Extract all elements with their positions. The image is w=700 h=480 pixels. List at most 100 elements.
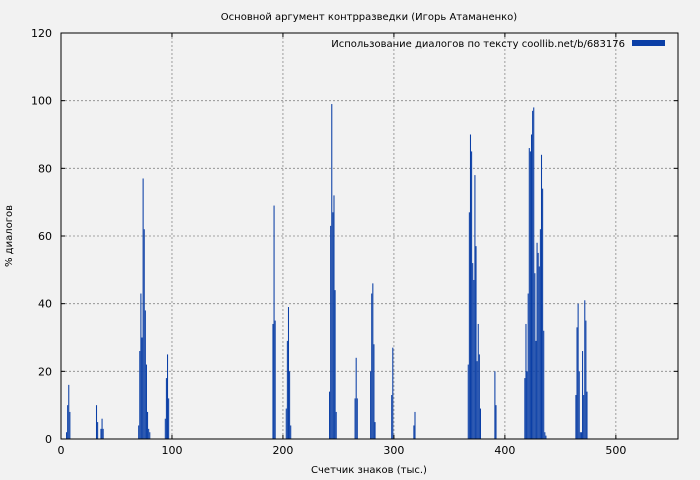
x-tick-label: 300: [383, 444, 404, 457]
bar: [495, 405, 497, 439]
bar: [285, 408, 287, 439]
bar: [585, 320, 587, 439]
bar: [526, 371, 528, 439]
bar: [145, 364, 147, 439]
bar: [525, 323, 527, 439]
bar: [532, 110, 534, 440]
bar-series: [66, 104, 588, 440]
bar: [542, 188, 544, 439]
bar: [66, 432, 68, 439]
x-tick-label: 100: [161, 444, 182, 457]
bar: [538, 266, 540, 439]
bar: [102, 428, 104, 439]
bar: [286, 340, 288, 439]
bar: [371, 293, 373, 439]
bar: [535, 340, 537, 439]
bar: [333, 195, 335, 439]
bar: [584, 300, 586, 439]
bar: [97, 422, 99, 439]
bar: [140, 293, 142, 439]
bar: [529, 151, 531, 439]
bar: [583, 395, 585, 439]
bar: [471, 151, 473, 439]
chart-title: Основной аргумент контрразведки (Игорь А…: [221, 12, 518, 23]
bar: [467, 364, 469, 439]
bar: [167, 354, 169, 439]
bar: [577, 303, 579, 439]
bar: [540, 154, 543, 440]
x-axis-label: Счетчик знаков (тыс.): [311, 465, 427, 476]
bar: [334, 290, 336, 439]
bar: [332, 212, 334, 439]
bar: [477, 323, 479, 439]
bar: [413, 425, 415, 439]
bar: [165, 378, 167, 439]
bar: [476, 361, 478, 439]
bar: [273, 205, 275, 439]
y-tick-label: 0: [45, 433, 52, 446]
legend-swatch: [632, 40, 665, 46]
bar: [69, 411, 71, 439]
bar: [149, 432, 151, 439]
bar: [330, 225, 332, 439]
y-tick-label: 60: [38, 230, 52, 243]
bar: [67, 405, 69, 439]
bar: [141, 337, 143, 439]
bar: [478, 354, 480, 439]
bar: [575, 395, 577, 439]
bar: [354, 398, 356, 439]
x-tick-label: 500: [605, 444, 626, 457]
bar: [539, 229, 541, 439]
y-tick-label: 40: [38, 298, 52, 311]
bar: [414, 411, 416, 439]
bar: [144, 310, 146, 439]
bar: [355, 357, 357, 439]
y-tick-label: 20: [38, 365, 52, 378]
y-tick-label: 100: [31, 95, 52, 108]
legend: Использование диалогов по тексту coollib…: [331, 39, 665, 50]
y-tick-label: 80: [38, 162, 52, 175]
bar: [479, 408, 481, 439]
bar: [582, 351, 584, 439]
axis-ticks: 0 100 200 300 400 500 0 20 40 60 80 100 120: [31, 27, 678, 457]
bar: [164, 418, 166, 439]
bar: [100, 428, 102, 439]
bar: [545, 435, 547, 439]
x-tick-label: 0: [58, 444, 65, 457]
bar: [143, 229, 145, 439]
bar: [335, 411, 337, 439]
bar: [576, 327, 578, 439]
bar: [533, 107, 535, 439]
bar: [95, 405, 98, 439]
y-axis-label: % диалогов: [4, 205, 15, 267]
bar: [142, 178, 144, 439]
legend-label: Использование диалогов по тексту coollib…: [331, 39, 625, 50]
bar: [469, 134, 472, 439]
bar: [274, 320, 276, 439]
bar: [524, 378, 526, 439]
bar: [101, 418, 103, 439]
y-tick-label: 120: [31, 27, 52, 40]
bar: [534, 273, 536, 439]
bar: [536, 242, 538, 439]
bar: [168, 398, 170, 439]
bar: [289, 371, 291, 439]
bar: [374, 422, 376, 439]
bar: [147, 411, 149, 439]
bar: [290, 425, 292, 439]
bar: [391, 395, 393, 439]
bar: [543, 330, 545, 439]
bar: [472, 263, 474, 439]
bar: [287, 307, 290, 439]
bar: [544, 432, 546, 439]
bar: [586, 391, 588, 439]
bar: [392, 347, 394, 439]
bar: [139, 351, 141, 439]
bar: [580, 432, 582, 439]
bar: [530, 134, 533, 439]
bar: [527, 293, 529, 439]
bar: [148, 428, 150, 439]
x-tick-label: 200: [272, 444, 293, 457]
